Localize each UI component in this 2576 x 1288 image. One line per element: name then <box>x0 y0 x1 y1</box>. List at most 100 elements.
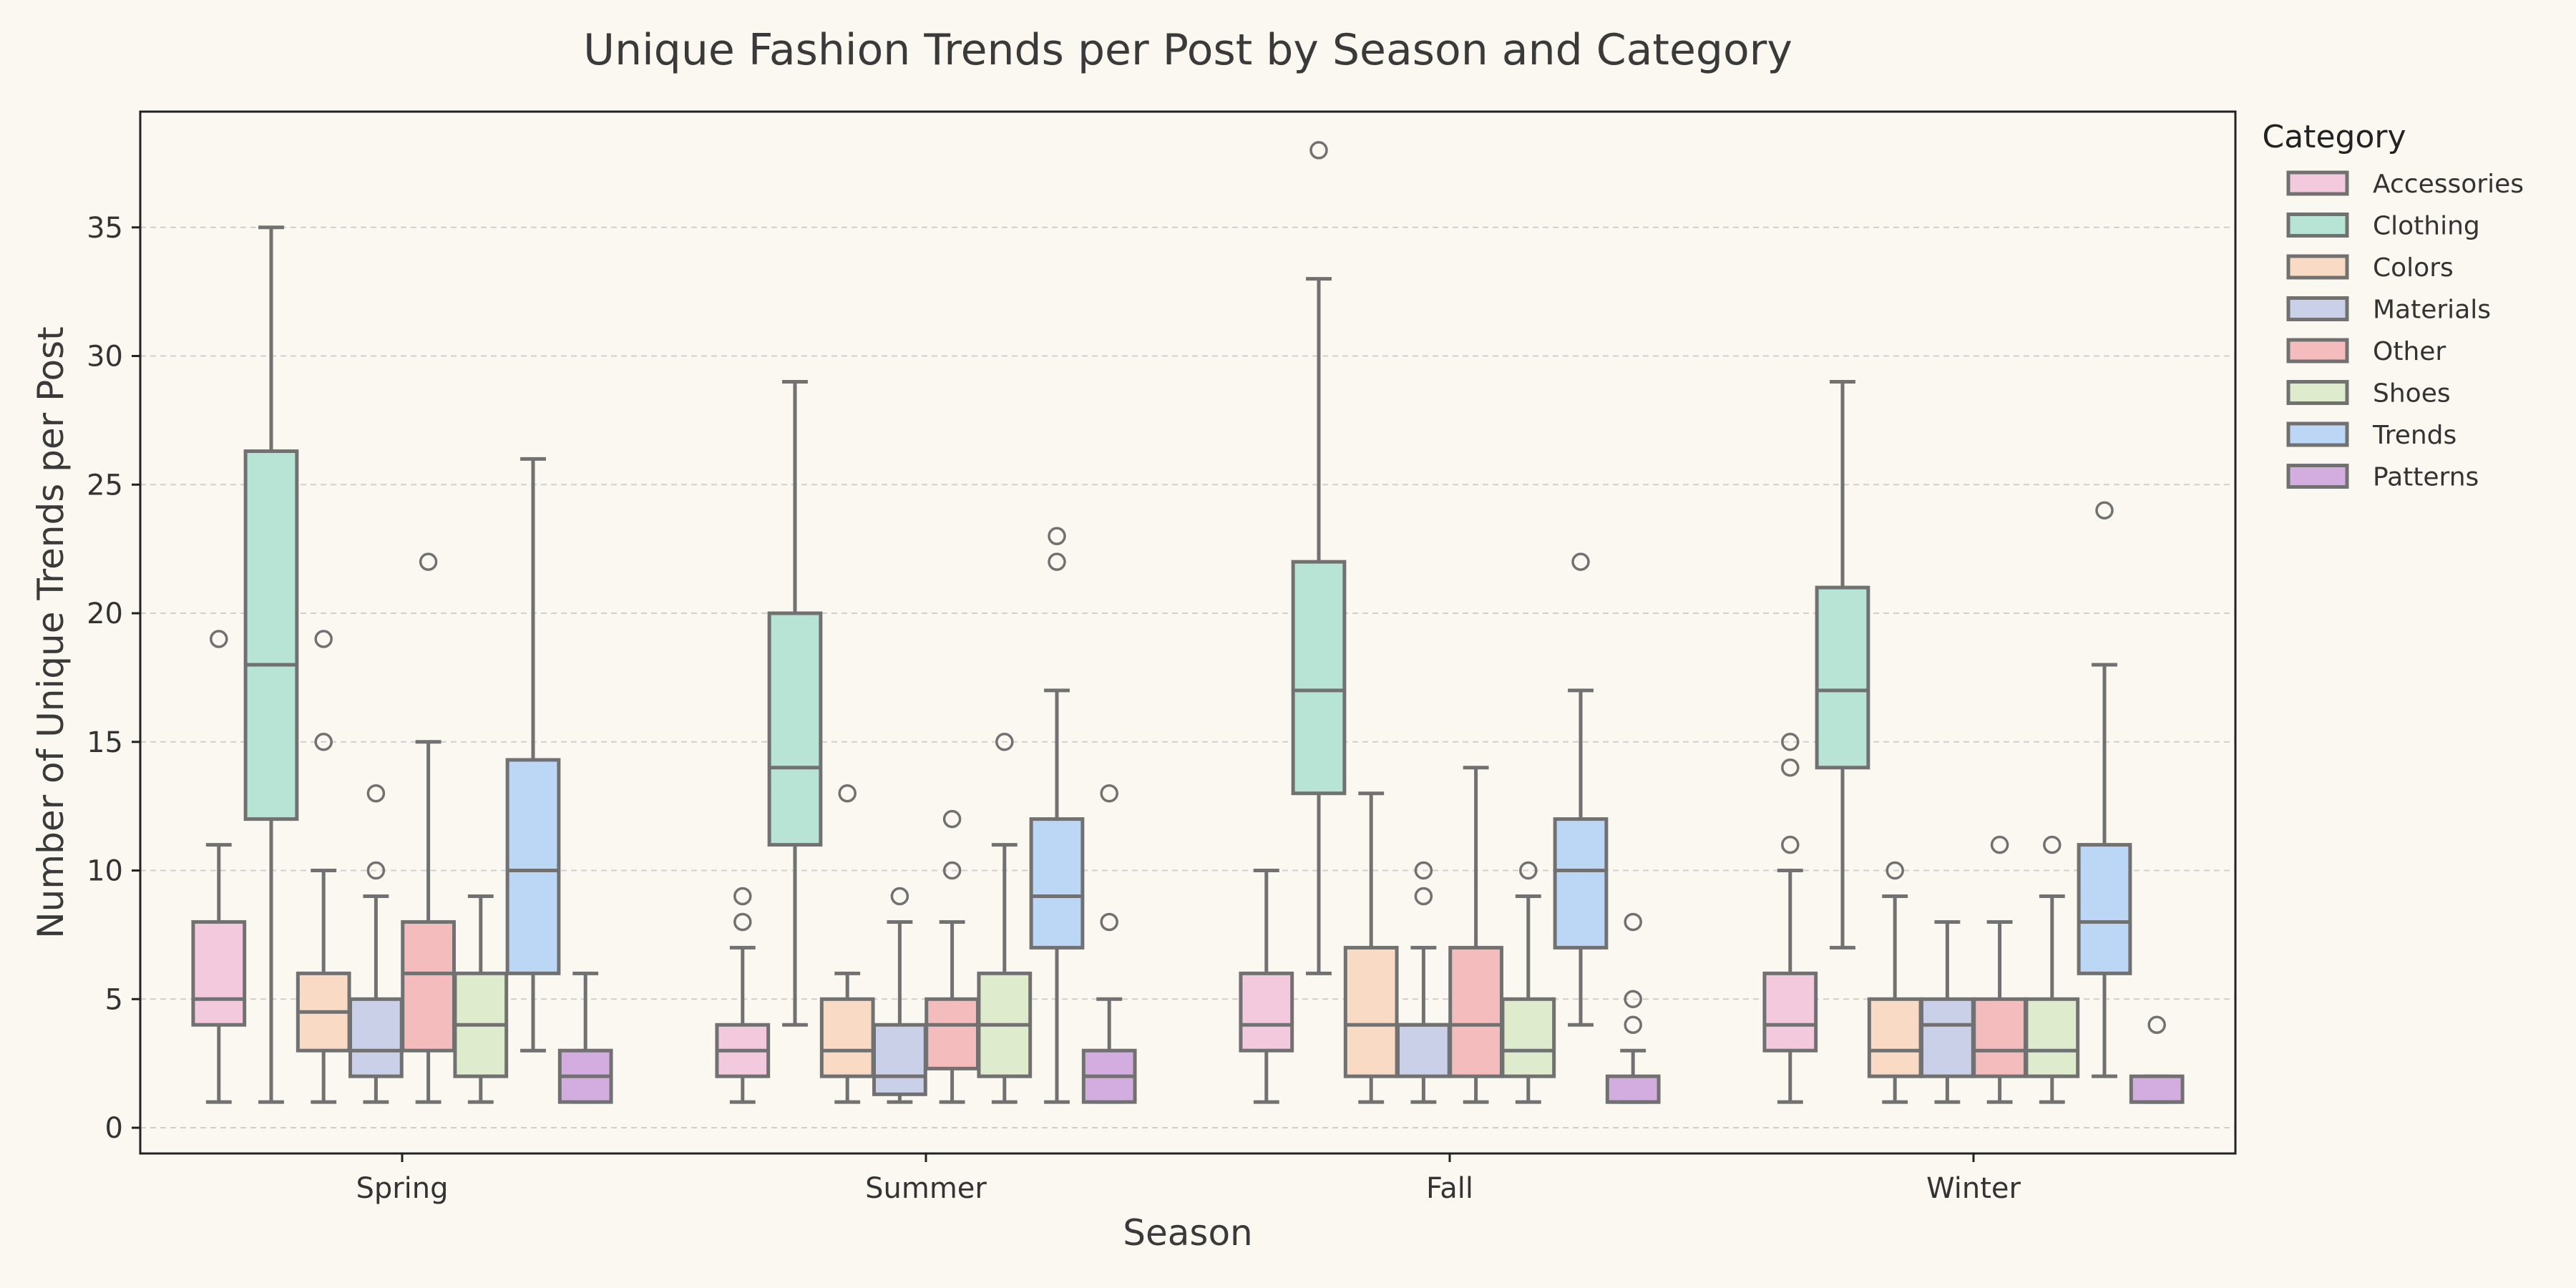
box-accessories-winter <box>1762 733 1818 1104</box>
box-iqr <box>1501 997 1556 1078</box>
x-tick-label: Spring <box>356 1172 448 1205</box>
box-iqr <box>1343 945 1399 1078</box>
outlier-point <box>1781 758 1800 777</box>
box-other-spring <box>401 552 456 1104</box>
box-patterns-fall <box>1605 912 1661 1104</box>
legend-label-other: Other <box>2373 337 2446 366</box>
outlier-point <box>314 733 333 751</box>
box-colors-winter <box>1867 861 1923 1104</box>
outlier-point <box>890 887 909 906</box>
outlier-point <box>942 809 962 829</box>
box-materials-spring <box>348 784 404 1104</box>
box-materials-fall <box>1396 861 1451 1104</box>
outlier-point <box>1781 835 1800 854</box>
box-iqr <box>1867 997 1923 1078</box>
outlier-point <box>1414 861 1433 880</box>
box-clothing-summer <box>767 379 823 1027</box>
legend-label-accessories: Accessories <box>2373 170 2524 199</box>
box-patterns-winter <box>2129 1015 2185 1104</box>
outlier-point <box>733 887 752 906</box>
box-other-fall <box>1448 766 1503 1104</box>
box-accessories-fall <box>1239 869 1294 1104</box>
outlier-point <box>1519 861 1538 880</box>
box-trends-summer <box>1029 527 1085 1104</box>
legend-swatch-materials <box>2286 296 2349 321</box>
box-shoes-summer <box>977 733 1033 1104</box>
outlier-point <box>1990 835 2009 854</box>
outlier-point <box>1048 552 1066 571</box>
outlier-point <box>2147 1015 2166 1034</box>
x-tick-label: Winter <box>1926 1172 2021 1205</box>
outlier-point <box>210 630 228 648</box>
outlier-point <box>1048 527 1066 545</box>
outlier-point <box>1414 887 1433 906</box>
outlier-point <box>1624 990 1642 1009</box>
box-iqr <box>1815 585 1870 770</box>
box-iqr <box>1029 817 1085 950</box>
boxes-layer <box>191 141 2185 1104</box>
legend-label-shoes: Shoes <box>2373 379 2451 409</box>
box-iqr <box>1605 1074 1661 1104</box>
legend-label-colors: Colors <box>2373 253 2454 283</box>
box-iqr <box>767 611 823 847</box>
box-trends-fall <box>1553 552 1609 1027</box>
x-axis-title: Season <box>1123 1212 1252 1254</box>
box-accessories-spring <box>191 630 247 1104</box>
outlier-point <box>995 733 1014 751</box>
legend-swatch-patterns <box>2286 464 2349 489</box>
legend: Category Accessories Clothing Colors Materi… <box>2263 119 2524 492</box>
outlier-point <box>1781 733 1800 751</box>
x-tick-label: Summer <box>865 1172 987 1205</box>
chart-title: Unique Fashion Trends per Post by Season… <box>583 25 1792 75</box>
outlier-point <box>2095 501 2114 519</box>
box-iqr <box>2077 843 2132 975</box>
box-clothing-winter <box>1815 379 1870 950</box>
y-tick-label: 35 <box>87 212 123 245</box>
outlier-point <box>1624 1015 1642 1034</box>
box-trends-winter <box>2077 501 2132 1078</box>
box-patterns-summer <box>1081 784 1137 1104</box>
legend-title: Category <box>2263 119 2406 155</box>
outlier-point <box>2043 835 2062 854</box>
box-shoes-winter <box>2024 835 2080 1104</box>
box-clothing-spring <box>243 225 299 1104</box>
box-iqr <box>872 1023 927 1096</box>
y-tick-label: 0 <box>105 1112 123 1145</box>
outlier-point <box>366 784 386 803</box>
box-iqr <box>348 997 404 1078</box>
y-axis-title: Number of Unique Trends per Post <box>30 326 72 938</box>
box-colors-summer <box>819 784 875 1104</box>
outlier-point <box>1309 141 1328 160</box>
box-iqr <box>2129 1074 2185 1104</box>
y-tick-label: 30 <box>87 341 123 374</box>
box-iqr <box>191 919 247 1027</box>
box-shoes-spring <box>453 894 509 1104</box>
box-iqr <box>2024 997 2080 1078</box>
outlier-point <box>1100 912 1118 932</box>
box-iqr <box>505 758 561 975</box>
box-iqr <box>1291 560 1347 796</box>
box-clothing-fall <box>1291 141 1347 975</box>
plot-area-frame <box>139 110 2237 1155</box>
legend-label-trends: Trends <box>2372 421 2457 450</box>
box-iqr <box>1920 997 1975 1078</box>
x-tick-label: Fall <box>1426 1172 1473 1205</box>
legend-label-materials: Materials <box>2373 296 2491 325</box>
box-colors-spring <box>296 630 351 1104</box>
box-trends-spring <box>505 457 561 1053</box>
outlier-point <box>1571 552 1590 571</box>
outlier-point <box>1624 912 1642 932</box>
y-tick-label: 5 <box>105 983 123 1016</box>
legend-swatch-colors <box>2286 254 2349 280</box>
outlier-point <box>366 861 386 880</box>
box-colors-fall <box>1343 791 1399 1104</box>
outlier-point <box>838 784 857 803</box>
outlier-point <box>1885 861 1904 880</box>
box-iqr <box>1448 945 1503 1078</box>
box-materials-summer <box>872 887 927 1104</box>
box-iqr <box>243 449 299 821</box>
box-iqr <box>1553 817 1609 950</box>
outlier-point <box>733 912 752 932</box>
legend-swatch-trends <box>2286 421 2349 447</box>
